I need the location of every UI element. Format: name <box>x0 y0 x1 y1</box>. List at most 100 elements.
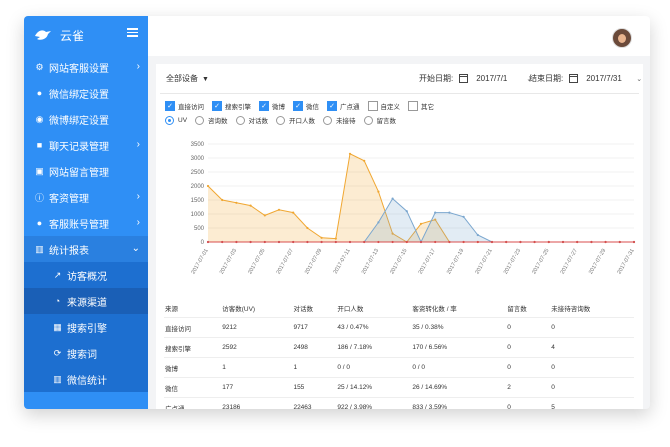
data-point[interactable] <box>277 208 281 211</box>
data-point[interactable] <box>419 240 423 244</box>
data-point[interactable] <box>277 240 281 244</box>
sidebar-item[interactable]: ● 客服账号管理 › <box>24 210 148 236</box>
data-point[interactable] <box>334 240 337 244</box>
checkbox-label: 微信 <box>306 104 319 111</box>
sidebar-item[interactable]: ● 微信绑定设置 <box>24 80 148 106</box>
sidebar-item[interactable]: ▣ 网站留言管理 <box>24 158 148 184</box>
table-cell: 4 <box>550 337 634 358</box>
data-point[interactable] <box>462 240 465 244</box>
data-point[interactable] <box>377 190 380 193</box>
metric-radio[interactable]: UV <box>165 115 187 125</box>
data-point[interactable] <box>377 221 380 224</box>
data-point[interactable] <box>292 240 295 244</box>
data-point[interactable] <box>221 198 224 202</box>
table-cell: 25 / 14.12% <box>336 377 412 398</box>
data-point[interactable] <box>263 240 266 244</box>
data-point[interactable] <box>448 211 451 214</box>
data-point[interactable] <box>462 215 465 218</box>
source-checkboxes: ✓ 直接访问 ✓ 搜索引擎 ✓ 微博 ✓ 微信 ✓ 广点通 自定义 其它 <box>165 101 442 111</box>
source-checkbox[interactable]: 其它 <box>408 101 434 111</box>
data-point[interactable] <box>561 240 565 244</box>
table-cell: 5 <box>550 397 634 409</box>
end-date-picker[interactable]: 结束日期: 2017/7/31 ⌄ <box>529 73 642 84</box>
data-point[interactable] <box>206 240 210 244</box>
data-point[interactable] <box>618 240 621 244</box>
data-point[interactable] <box>206 184 210 188</box>
submenu-item[interactable]: ◔ 来源渠道 <box>24 288 148 314</box>
data-point[interactable] <box>576 240 579 244</box>
source-checkbox[interactable]: ✓ 直接访问 <box>165 101 204 111</box>
checkbox-icon: ✓ <box>212 101 222 111</box>
data-point[interactable] <box>405 210 408 213</box>
submenu-item[interactable]: ▦ 搜索引擎 <box>24 314 148 340</box>
x-tick-label: 2017-07-29 <box>588 248 607 275</box>
data-point[interactable] <box>419 222 423 225</box>
source-checkbox[interactable]: 自定义 <box>367 101 400 111</box>
data-point[interactable] <box>434 240 437 244</box>
data-point[interactable] <box>490 240 494 244</box>
data-point[interactable] <box>249 204 252 207</box>
data-point[interactable] <box>391 197 394 200</box>
data-point[interactable] <box>363 240 366 244</box>
data-point[interactable] <box>377 240 380 244</box>
data-point[interactable] <box>434 218 437 221</box>
sidebar-item[interactable]: ⓘ 客资管理 › <box>24 184 148 210</box>
data-point[interactable] <box>292 211 295 214</box>
source-checkbox[interactable]: ✓ 微信 <box>293 101 319 111</box>
sidebar-item[interactable]: ⚙ 网站客服设置 › <box>24 54 148 80</box>
data-point[interactable] <box>604 240 607 244</box>
data-point[interactable] <box>448 240 451 244</box>
radio-icon <box>323 115 333 125</box>
sidebar-item-label: 微博绑定设置 <box>49 115 109 127</box>
metric-radio[interactable]: 开口人数 <box>276 115 315 125</box>
source-checkbox[interactable]: ✓ 广点通 <box>327 101 360 111</box>
submenu-item[interactable]: ⟳ 搜索词 <box>24 340 148 366</box>
source-checkbox[interactable]: ✓ 搜索引擎 <box>212 101 251 111</box>
data-point[interactable] <box>348 152 352 155</box>
sidebar-item[interactable]: ◉ 微博绑定设置 <box>24 106 148 132</box>
data-point[interactable] <box>348 240 352 244</box>
data-point[interactable] <box>391 240 394 244</box>
sidebar-item[interactable]: ■ 聊天记录管理 › <box>24 132 148 158</box>
sidebar-item-label: 微信绑定设置 <box>49 89 109 101</box>
data-point[interactable] <box>320 240 323 244</box>
column-header: 来源 <box>165 305 178 313</box>
data-point[interactable] <box>306 226 309 230</box>
submenu-item[interactable]: ↗ 访客概况 <box>24 262 148 288</box>
data-point[interactable] <box>590 240 593 244</box>
sidebar-item-label: 网站留言管理 <box>49 167 109 179</box>
device-select[interactable]: 全部设备 ▼ <box>166 73 209 84</box>
metric-radio[interactable]: 未接待 <box>323 115 356 125</box>
data-point[interactable] <box>334 237 337 240</box>
metric-radio[interactable]: 留言数 <box>363 115 396 125</box>
submenu-item[interactable]: ▥ 微信统计 <box>24 366 148 392</box>
data-point[interactable] <box>547 240 550 244</box>
menu-toggle-icon[interactable] <box>127 28 138 37</box>
metric-radio[interactable]: 对话数 <box>235 115 268 125</box>
data-point[interactable] <box>519 240 522 244</box>
data-point[interactable] <box>632 240 636 244</box>
data-point[interactable] <box>306 240 309 244</box>
sidebar-item[interactable]: ▥ 统计报表 ⌄ <box>24 236 148 262</box>
data-point[interactable] <box>235 240 238 244</box>
avatar[interactable] <box>612 28 632 48</box>
data-point[interactable] <box>405 240 408 244</box>
data-point[interactable] <box>320 236 323 239</box>
data-point[interactable] <box>533 240 536 244</box>
data-point[interactable] <box>505 240 508 244</box>
metric-radio[interactable]: 咨询数 <box>195 115 228 125</box>
data-point[interactable] <box>363 159 366 162</box>
data-point[interactable] <box>221 240 224 244</box>
data-point[interactable] <box>249 240 252 244</box>
data-point[interactable] <box>391 232 394 235</box>
data-point[interactable] <box>476 240 479 244</box>
data-point[interactable] <box>235 201 238 204</box>
source-checkbox[interactable]: ✓ 微博 <box>259 101 285 111</box>
x-tick-label: 2017-07-01 <box>190 248 209 275</box>
device-select-value: 全部设备 <box>166 74 198 83</box>
calendar-icon <box>459 74 469 83</box>
start-date-picker[interactable]: 开始日期: 2017/7/1 ⌄ <box>419 73 532 84</box>
data-point[interactable] <box>476 233 479 237</box>
data-point[interactable] <box>263 214 266 217</box>
data-point[interactable] <box>434 211 437 214</box>
